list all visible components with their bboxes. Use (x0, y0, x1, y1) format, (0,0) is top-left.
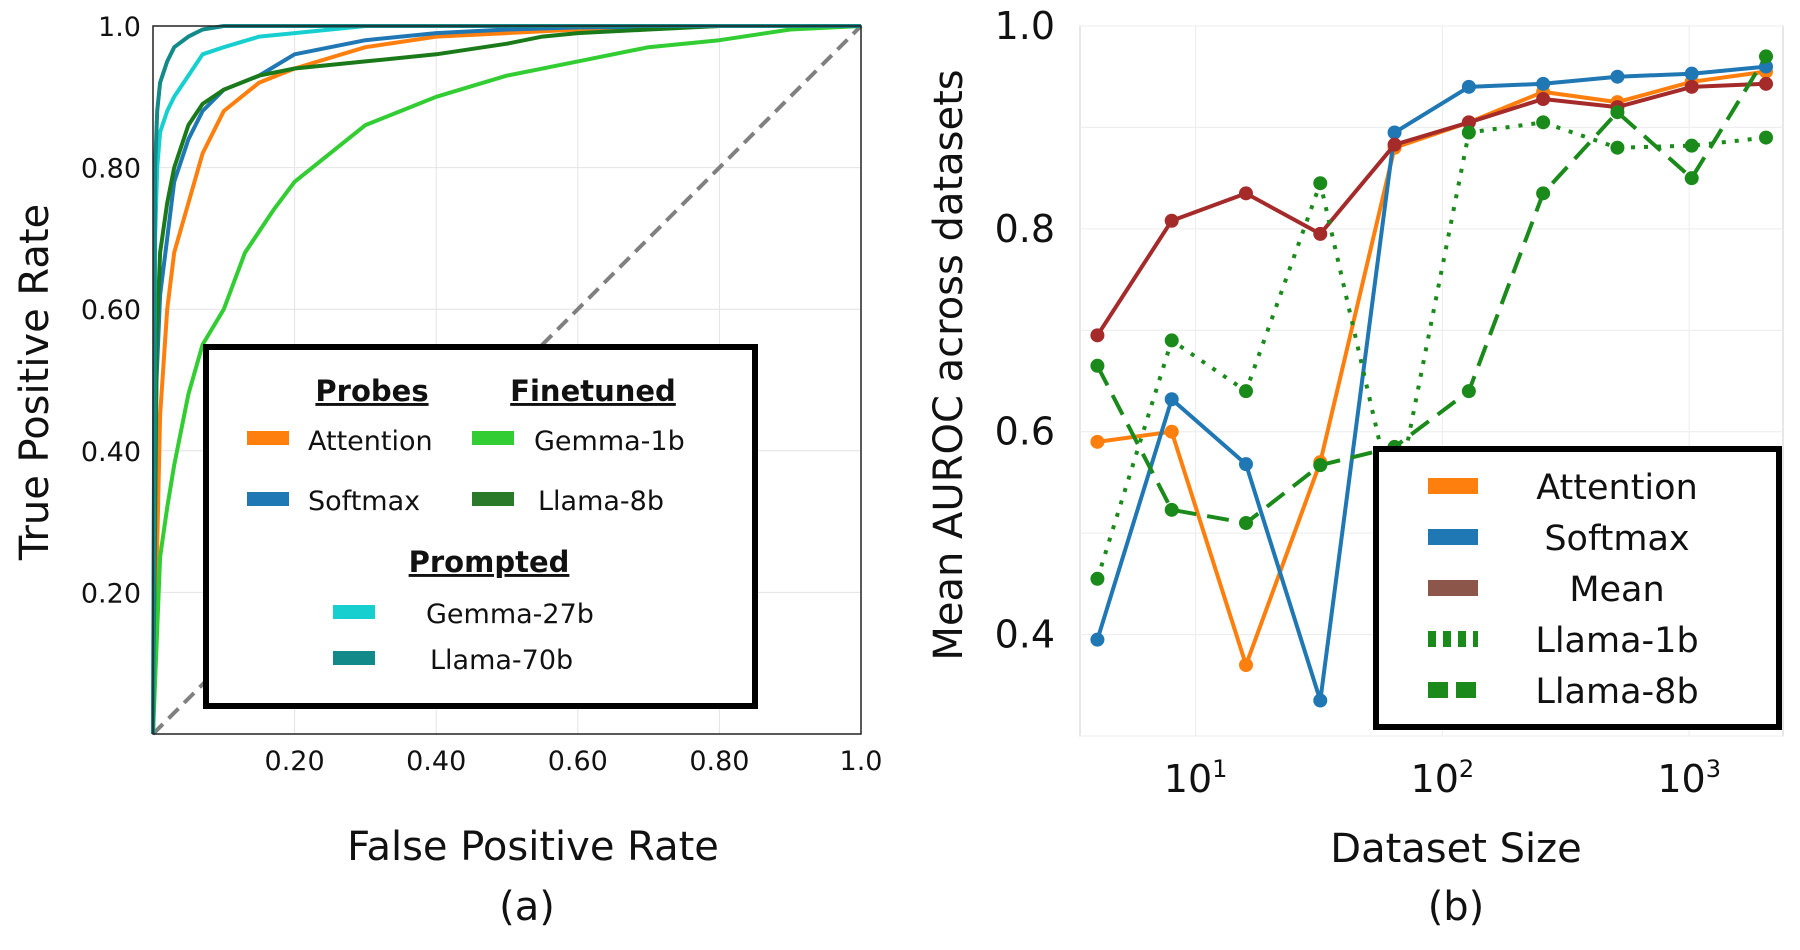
auroc-point-attention (1238, 658, 1253, 672)
roc-chart-panel-a: 0.20 0.40 0.60 0.80 1.0 0.20 0.40 0.60 0.80 1.0 F… (12, 12, 882, 930)
auroc-x-tick-label: 103 (1657, 755, 1721, 801)
auroc-point-llama-8b (1684, 171, 1699, 186)
auroc-x-tick-label: 102 (1411, 755, 1475, 801)
auroc-point-softmax (1461, 79, 1476, 94)
legend-label-llama-70b: Llama-70b (430, 645, 573, 676)
auroc-tick-labels: 0.4 0.6 0.8 1.0 101 102 103 (995, 4, 1721, 801)
auroc-point-mean (1238, 186, 1253, 201)
roc-plot-frame (152, 25, 862, 735)
auroc-point-mean (1313, 226, 1328, 241)
legend-label-gemma-27b: Gemma-27b (426, 599, 594, 630)
legend-group-title-probes: Probes (315, 374, 428, 408)
auroc-point-llama-1b (1759, 130, 1774, 145)
roc-x-tick-label: 0.80 (689, 746, 749, 777)
roc-curve-llama-8b (151, 24, 861, 735)
auroc-line-llama-8b (1095, 55, 1768, 525)
roc-y-tick-label: 0.60 (81, 295, 141, 326)
auroc-point-llama-1b (1684, 138, 1699, 153)
auroc-point-llama-1b (1461, 125, 1476, 140)
roc-legend-box (203, 344, 758, 709)
auroc-point-softmax (1090, 632, 1105, 647)
auroc-point-mean (1164, 213, 1179, 228)
auroc-point-mean (1759, 76, 1774, 91)
roc-y-tick-label: 1.0 (98, 12, 141, 43)
auroc-point-llama-8b (1238, 516, 1253, 530)
auroc-point-mean (1387, 137, 1402, 152)
legend-swatch-llama-70b (333, 651, 375, 665)
roc-x-tick-label: 1.0 (840, 746, 883, 777)
legend-swatch-llama-8b (472, 492, 514, 506)
auroc-y-tick-label: 0.4 (995, 613, 1055, 657)
roc-x-tick-label: 0.40 (406, 746, 466, 777)
auroc-point-llama-8b (1461, 384, 1476, 399)
legend-label-softmax: Softmax (308, 486, 420, 517)
legend-swatch-gemma-27b (333, 605, 375, 619)
auroc-y-tick-label: 0.6 (995, 410, 1055, 454)
auroc-legend-label-mean: Mean (1569, 570, 1664, 610)
auroc-point-mean (1090, 328, 1105, 343)
legend-label-attention: Attention (308, 426, 433, 457)
auroc-legend-label-softmax: Softmax (1544, 519, 1689, 559)
auroc-chart-panel-b: 0.4 0.6 0.8 1.0 101 102 103 Dataset Size (b) M… (926, 4, 1784, 930)
roc-x-tick-label: 0.60 (548, 746, 608, 777)
auroc-point-llama-8b (1313, 458, 1328, 473)
auroc-legend-entries: Attention Softmax Mean Llama-1b Llama-8b (1428, 468, 1699, 712)
auroc-x-tick-label: 101 (1164, 755, 1228, 801)
auroc-point-llama-1b (1090, 571, 1105, 586)
auroc-point-softmax (1313, 693, 1328, 708)
auroc-point-llama-8b (1610, 105, 1625, 120)
roc-y-tick-label: 0.20 (81, 578, 141, 609)
auroc-point-llama-8b (1164, 502, 1179, 517)
auroc-point-llama-8b (1759, 49, 1774, 64)
auroc-x-axis-label: Dataset Size (1330, 826, 1581, 872)
auroc-y-tick-label: 0.8 (995, 207, 1055, 251)
roc-panel-label: (a) (499, 884, 555, 930)
auroc-series (1090, 49, 1774, 708)
roc-x-axis-label: False Positive Rate (347, 824, 719, 870)
legend-group-title-prompted: Prompted (409, 545, 570, 579)
auroc-line-mean (1095, 81, 1767, 337)
auroc-point-mean (1684, 79, 1699, 94)
roc-y-tick-label: 0.80 (81, 154, 141, 185)
roc-legend: Probes Finetuned Prompted Attention Soft… (203, 344, 758, 709)
auroc-legend-label-llama-8b: Llama-8b (1535, 672, 1698, 712)
auroc-legend: Attention Softmax Mean Llama-1b Llama-8b (1373, 446, 1782, 730)
auroc-point-softmax (1164, 392, 1179, 407)
auroc-point-softmax (1238, 457, 1253, 472)
roc-y-axis-label: True Positive Rate (12, 204, 58, 561)
legend-label-llama-8b: Llama-8b (538, 486, 664, 517)
auroc-point-llama-1b (1610, 140, 1625, 155)
auroc-panel-label: (b) (1428, 884, 1485, 930)
legend-swatch-softmax (247, 492, 289, 506)
legend-label-gemma-1b: Gemma-1b (534, 426, 685, 457)
roc-x-tick-label: 0.20 (265, 746, 325, 777)
auroc-y-tick-label: 1.0 (995, 4, 1055, 48)
roc-curve-attention (151, 24, 861, 735)
auroc-point-llama-1b (1536, 115, 1551, 130)
auroc-point-llama-1b (1238, 384, 1253, 399)
auroc-point-llama-8b (1536, 186, 1551, 201)
legend-swatch-attention (247, 431, 289, 445)
auroc-point-softmax (1684, 66, 1699, 81)
roc-y-tick-label: 0.40 (81, 437, 141, 468)
auroc-point-softmax (1610, 69, 1625, 84)
auroc-y-axis-label: Mean AUROC across datasets (926, 69, 972, 660)
legend-swatch-gemma-1b (472, 431, 514, 445)
auroc-point-llama-1b (1164, 333, 1179, 348)
roc-curve-gemma-1b (151, 24, 862, 735)
auroc-line-softmax (1095, 64, 1767, 703)
auroc-point-mean (1461, 115, 1476, 130)
auroc-point-softmax (1387, 125, 1402, 140)
legend-group-title-finetuned: Finetuned (510, 374, 676, 408)
auroc-point-softmax (1536, 76, 1551, 91)
auroc-point-mean (1536, 92, 1551, 107)
auroc-point-llama-1b (1313, 176, 1328, 191)
auroc-point-attention (1090, 434, 1105, 449)
auroc-point-attention (1164, 424, 1179, 439)
auroc-point-llama-8b (1090, 358, 1105, 373)
auroc-legend-label-llama-1b: Llama-1b (1535, 621, 1698, 661)
auroc-legend-label-attention: Attention (1536, 468, 1698, 508)
roc-tick-labels: 0.20 0.40 0.60 0.80 1.0 0.20 0.40 0.60 0.80 1.0 (81, 12, 883, 777)
